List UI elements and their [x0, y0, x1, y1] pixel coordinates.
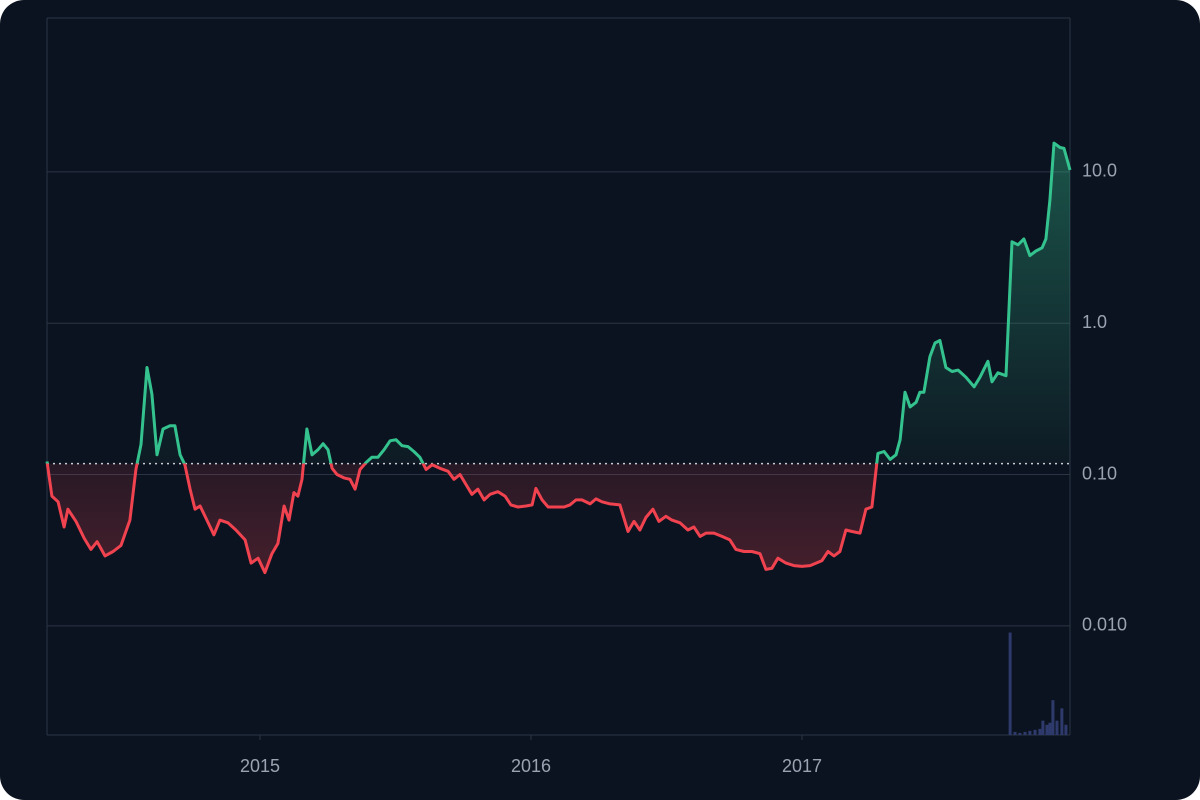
volume-bar	[1055, 720, 1059, 735]
volume-bar	[1064, 724, 1068, 735]
y-tick-label: 1.0	[1082, 312, 1107, 332]
y-tick-label: 0.010	[1082, 615, 1127, 635]
volume-bar	[1013, 731, 1017, 735]
volume-bar	[1023, 731, 1027, 735]
volume-bar	[1033, 729, 1037, 735]
volume-bar	[1018, 732, 1022, 735]
volume-bar	[1051, 700, 1055, 735]
volume-bar	[1041, 720, 1045, 735]
x-tick-label: 2015	[240, 756, 280, 776]
volume-bar	[1060, 708, 1064, 735]
y-tick-label: 10.0	[1082, 161, 1117, 181]
y-tick-label: 0.10	[1082, 463, 1117, 483]
volume-bar	[1028, 730, 1032, 735]
volume-bar	[1048, 722, 1052, 735]
x-tick-label: 2016	[511, 756, 551, 776]
volume-bar	[1045, 724, 1049, 735]
price-line	[45, 141, 1072, 575]
volume-bar	[1038, 728, 1042, 735]
x-tick-label: 2017	[782, 756, 822, 776]
volume-bar	[1008, 632, 1012, 735]
